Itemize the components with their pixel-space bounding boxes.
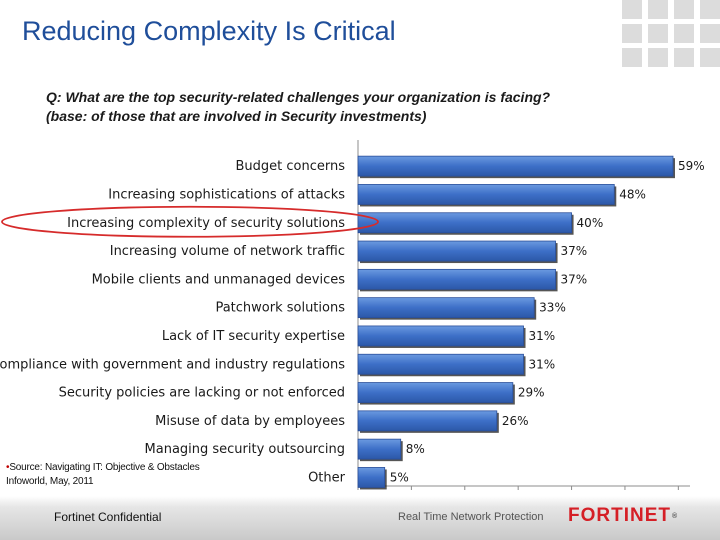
category-label: Patchwork solutions <box>215 301 345 316</box>
data-label: 48% <box>619 187 646 201</box>
data-label: 5% <box>390 470 409 484</box>
bar <box>357 438 402 460</box>
data-label: 8% <box>406 442 425 456</box>
data-label: 26% <box>502 414 529 428</box>
data-label: 31% <box>529 329 556 343</box>
registered-mark: ® <box>672 512 679 520</box>
data-label: 40% <box>577 216 604 230</box>
category-label: Misuse of data by employees <box>155 414 345 429</box>
category-label: Increasing complexity of security soluti… <box>67 216 345 231</box>
data-label: 29% <box>518 386 545 400</box>
bar <box>357 410 498 432</box>
category-label: Other <box>308 470 346 485</box>
bar-chart: Budget concerns 59% Increasing sophisticat… <box>0 140 705 490</box>
fortinet-logo: FORTINET ® <box>568 505 679 526</box>
category-label: Security policies are lacking or not enf… <box>59 386 345 401</box>
data-label: 37% <box>561 272 588 286</box>
category-label: Increasing volume of network traffic <box>110 244 345 259</box>
bar <box>357 155 674 177</box>
data-label: 37% <box>561 244 588 258</box>
bar <box>357 184 615 205</box>
question-line-1: Q: What are the top security-related cha… <box>46 89 551 105</box>
confidential-label: Fortinet Confidential <box>54 510 162 524</box>
question-line-2: (base: of those that are involved in Sec… <box>46 108 427 124</box>
category-label: Mobile clients and unmanaged devices <box>92 272 346 287</box>
bullet-icon: • <box>6 462 10 473</box>
data-label: 31% <box>529 357 556 371</box>
category-label: Budget concerns <box>235 159 345 174</box>
decorative-grid-icon <box>618 0 720 74</box>
brand-name: FORTINET <box>568 505 671 526</box>
category-label: Increasing sophistications of attacks <box>108 187 345 202</box>
category-label: Compliance with government and industry … <box>0 357 345 372</box>
data-label: 59% <box>678 159 705 173</box>
category-label: Managing security outsourcing <box>145 442 345 457</box>
highlight-ellipse <box>1 205 379 238</box>
data-label: 33% <box>539 301 566 315</box>
bar <box>357 297 535 319</box>
tagline: Real Time Network Protection <box>398 511 544 523</box>
page-title: Reducing Complexity Is Critical <box>22 16 396 46</box>
bar <box>357 240 556 262</box>
bar <box>357 325 524 347</box>
bar <box>357 268 556 290</box>
source-line-1: Source: Navigating IT: Objective & Obsta… <box>9 462 200 473</box>
source-note: •Source: Navigating IT: Objective & Obst… <box>6 461 200 489</box>
bar <box>357 353 524 375</box>
bar <box>357 382 514 403</box>
category-label: Lack of IT security expertise <box>162 329 345 344</box>
footer: Fortinet Confidential Real Time Network … <box>0 496 720 540</box>
source-line-2: Infoworld, May, 2011 <box>6 476 94 487</box>
bar <box>357 212 572 234</box>
bar <box>357 467 386 488</box>
survey-question: Q: What are the top security-related cha… <box>46 88 696 126</box>
